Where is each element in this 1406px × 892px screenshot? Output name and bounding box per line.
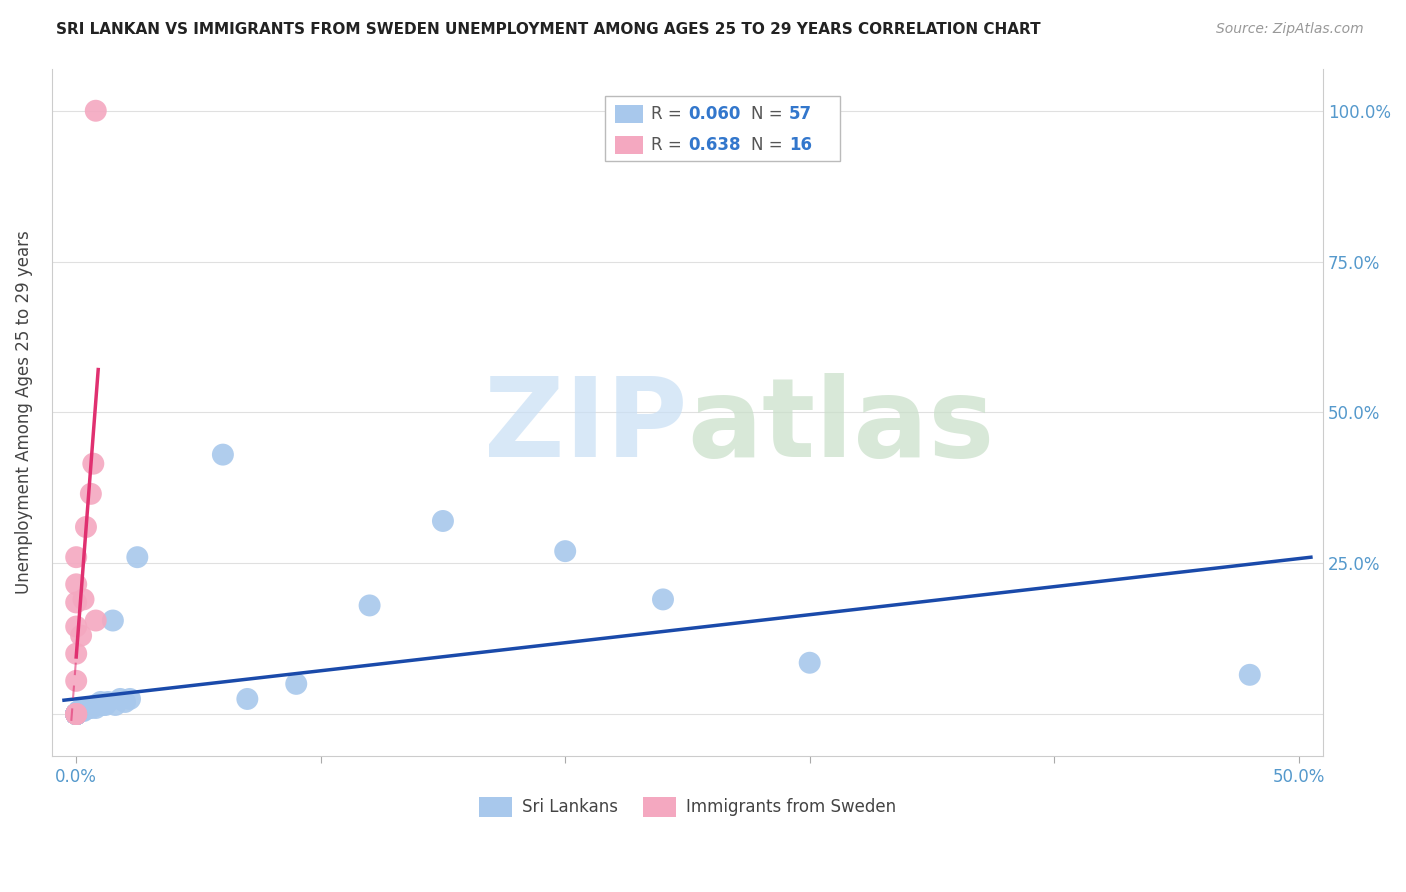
Point [65, 706, 87, 721]
Text: N =: N = [751, 105, 787, 123]
Point [84, 698, 107, 712]
Point [65, 706, 87, 721]
Text: 0.638: 0.638 [689, 136, 741, 154]
Point [65, 706, 87, 721]
FancyBboxPatch shape [614, 105, 643, 123]
Point [65, 550, 87, 565]
Point [65, 706, 87, 721]
Point [90, 698, 112, 712]
Point [87, 698, 110, 712]
Point [65, 706, 87, 721]
Text: SRI LANKAN VS IMMIGRANTS FROM SWEDEN UNEMPLOYMENT AMONG AGES 25 TO 29 YEARS CORR: SRI LANKAN VS IMMIGRANTS FROM SWEDEN UNE… [56, 22, 1040, 37]
Point [97, 695, 120, 709]
Point [90, 695, 112, 709]
Point [652, 592, 675, 607]
Point [70, 629, 93, 643]
Text: 57: 57 [789, 105, 813, 123]
Point [80, 487, 103, 501]
Legend: Sri Lankans, Immigrants from Sweden: Sri Lankans, Immigrants from Sweden [472, 790, 903, 823]
Point [65, 673, 87, 688]
Point [108, 692, 131, 706]
Point [72, 592, 94, 607]
Point [65, 706, 87, 721]
Point [65, 706, 87, 721]
Point [94, 698, 117, 712]
Text: Source: ZipAtlas.com: Source: ZipAtlas.com [1216, 22, 1364, 37]
Point [65, 706, 87, 721]
Point [72, 702, 94, 716]
Point [65, 706, 87, 721]
Point [101, 614, 124, 628]
Point [65, 706, 87, 721]
Point [127, 550, 149, 565]
Point [67, 704, 90, 718]
Point [104, 698, 127, 712]
Point [212, 448, 235, 462]
Point [65, 706, 87, 721]
Point [70, 704, 93, 718]
Point [82, 699, 104, 714]
Point [65, 619, 87, 633]
Point [65, 706, 87, 721]
Point [432, 514, 454, 528]
Point [91, 698, 114, 712]
Text: R =: R = [651, 105, 686, 123]
Point [82, 457, 104, 471]
Point [65, 706, 87, 721]
Point [72, 704, 94, 718]
Text: atlas: atlas [688, 373, 995, 480]
Point [118, 692, 141, 706]
Y-axis label: Unemployment Among Ages 25 to 29 years: Unemployment Among Ages 25 to 29 years [15, 230, 32, 594]
Point [65, 706, 87, 721]
Point [84, 614, 107, 628]
Text: R =: R = [651, 136, 686, 154]
Point [70, 704, 93, 718]
FancyBboxPatch shape [605, 96, 839, 161]
Point [65, 577, 87, 591]
Point [65, 595, 87, 609]
Point [114, 695, 136, 709]
Point [65, 706, 87, 721]
Point [84, 103, 107, 118]
Point [65, 706, 87, 721]
Point [65, 706, 87, 721]
Point [65, 706, 87, 721]
Point [65, 706, 87, 721]
Point [77, 701, 100, 715]
Text: 0.060: 0.060 [689, 105, 741, 123]
Point [70, 704, 93, 718]
Text: N =: N = [751, 136, 787, 154]
Point [84, 701, 107, 715]
Point [75, 702, 97, 716]
Point [65, 706, 87, 721]
Point [236, 692, 259, 706]
Point [82, 699, 104, 714]
Point [75, 701, 97, 715]
Point [65, 706, 87, 721]
Point [285, 677, 308, 691]
Text: ZIP: ZIP [484, 373, 688, 480]
Text: 16: 16 [789, 136, 813, 154]
Point [75, 520, 97, 534]
Point [65, 706, 87, 721]
Point [67, 704, 90, 718]
Point [799, 656, 821, 670]
Point [65, 647, 87, 661]
Point [1239, 668, 1261, 682]
Point [80, 701, 103, 715]
Point [359, 599, 381, 613]
Point [65, 706, 87, 721]
Point [77, 701, 100, 715]
Point [554, 544, 576, 558]
FancyBboxPatch shape [614, 136, 643, 154]
